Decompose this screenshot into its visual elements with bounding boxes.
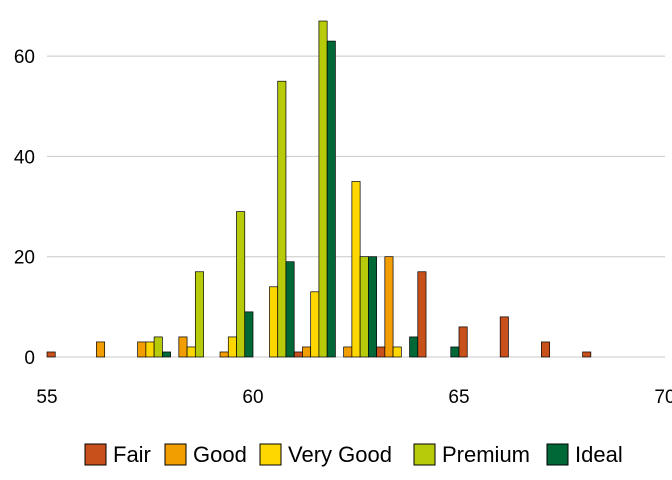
x-tick-label: 70 [654, 387, 672, 408]
legend-label-fair: Fair [113, 442, 151, 467]
bar-very-good-63.5 [392, 346, 402, 358]
bar-premium-61.5 [318, 20, 328, 358]
legend-label-good: Good [193, 442, 247, 467]
bar-fair-66.5 [499, 316, 509, 358]
bar-ideal-61.5 [326, 40, 336, 358]
bar-ideal-59.5 [244, 311, 254, 358]
bar-very-good-58.5 [186, 346, 196, 358]
bar-very-good-61.5 [310, 291, 320, 358]
bar-fair-68.5 [582, 351, 592, 358]
legend-label-premium: Premium [442, 442, 530, 467]
y-tick-label: 40 [14, 147, 35, 168]
x-tick-label: 60 [242, 387, 263, 408]
bar-ideal-64.5 [450, 346, 460, 358]
bar-very-good-60.5 [269, 286, 279, 358]
x-tick-label: 55 [36, 387, 57, 408]
y-tick-label: 20 [14, 248, 35, 269]
bar-ideal-57.5 [162, 351, 171, 358]
bar-fair-64.5 [417, 271, 427, 358]
x-tick-label: 65 [448, 387, 469, 408]
y-axis: 0 20 40 60 [14, 47, 35, 369]
bar-fair-55.5 [46, 351, 56, 358]
legend-swatch-premium [413, 443, 436, 466]
bar-fair-67.5 [541, 341, 550, 358]
bar-fair-65.5 [458, 326, 468, 358]
bar-good-57.5 [137, 341, 147, 358]
bar-good-58.5 [178, 336, 188, 358]
bars [46, 20, 592, 358]
legend: Fair Good Very Good Premium Ideal [84, 442, 623, 467]
x-axis: 55 60 65 70 [36, 387, 672, 408]
bar-ideal-63.5 [409, 336, 419, 358]
bar-very-good-59.5 [227, 336, 237, 358]
legend-swatch-ideal [546, 443, 569, 466]
bar-good-59.5 [219, 351, 229, 358]
y-tick-label: 60 [14, 47, 35, 68]
bar-fair-61.5 [293, 351, 303, 358]
legend-label-ideal: Ideal [575, 442, 623, 467]
bar-ideal-62.5 [368, 256, 377, 358]
bar-premium-57.5 [153, 336, 163, 358]
bar-good-62.5 [343, 346, 353, 358]
bar-ideal-60.5 [285, 261, 295, 358]
y-tick-label: 0 [24, 348, 35, 369]
bar-good-63.5 [384, 256, 394, 358]
legend-swatch-very-good [259, 443, 282, 466]
bar-premium-59.5 [236, 211, 246, 358]
bar-good-56.5 [96, 341, 106, 358]
bar-very-good-62.5 [351, 181, 361, 358]
legend-swatch-fair [84, 443, 107, 466]
bar-good-61.5 [302, 346, 312, 358]
bar-premium-60.5 [277, 80, 287, 358]
bar-fair-63.5 [376, 346, 386, 358]
bar-premium-58.5 [194, 271, 204, 358]
bar-premium-62.5 [359, 256, 369, 358]
legend-swatch-good [164, 443, 187, 466]
legend-label-very-good: Very Good [288, 442, 392, 467]
bar-very-good-57.5 [145, 341, 155, 358]
